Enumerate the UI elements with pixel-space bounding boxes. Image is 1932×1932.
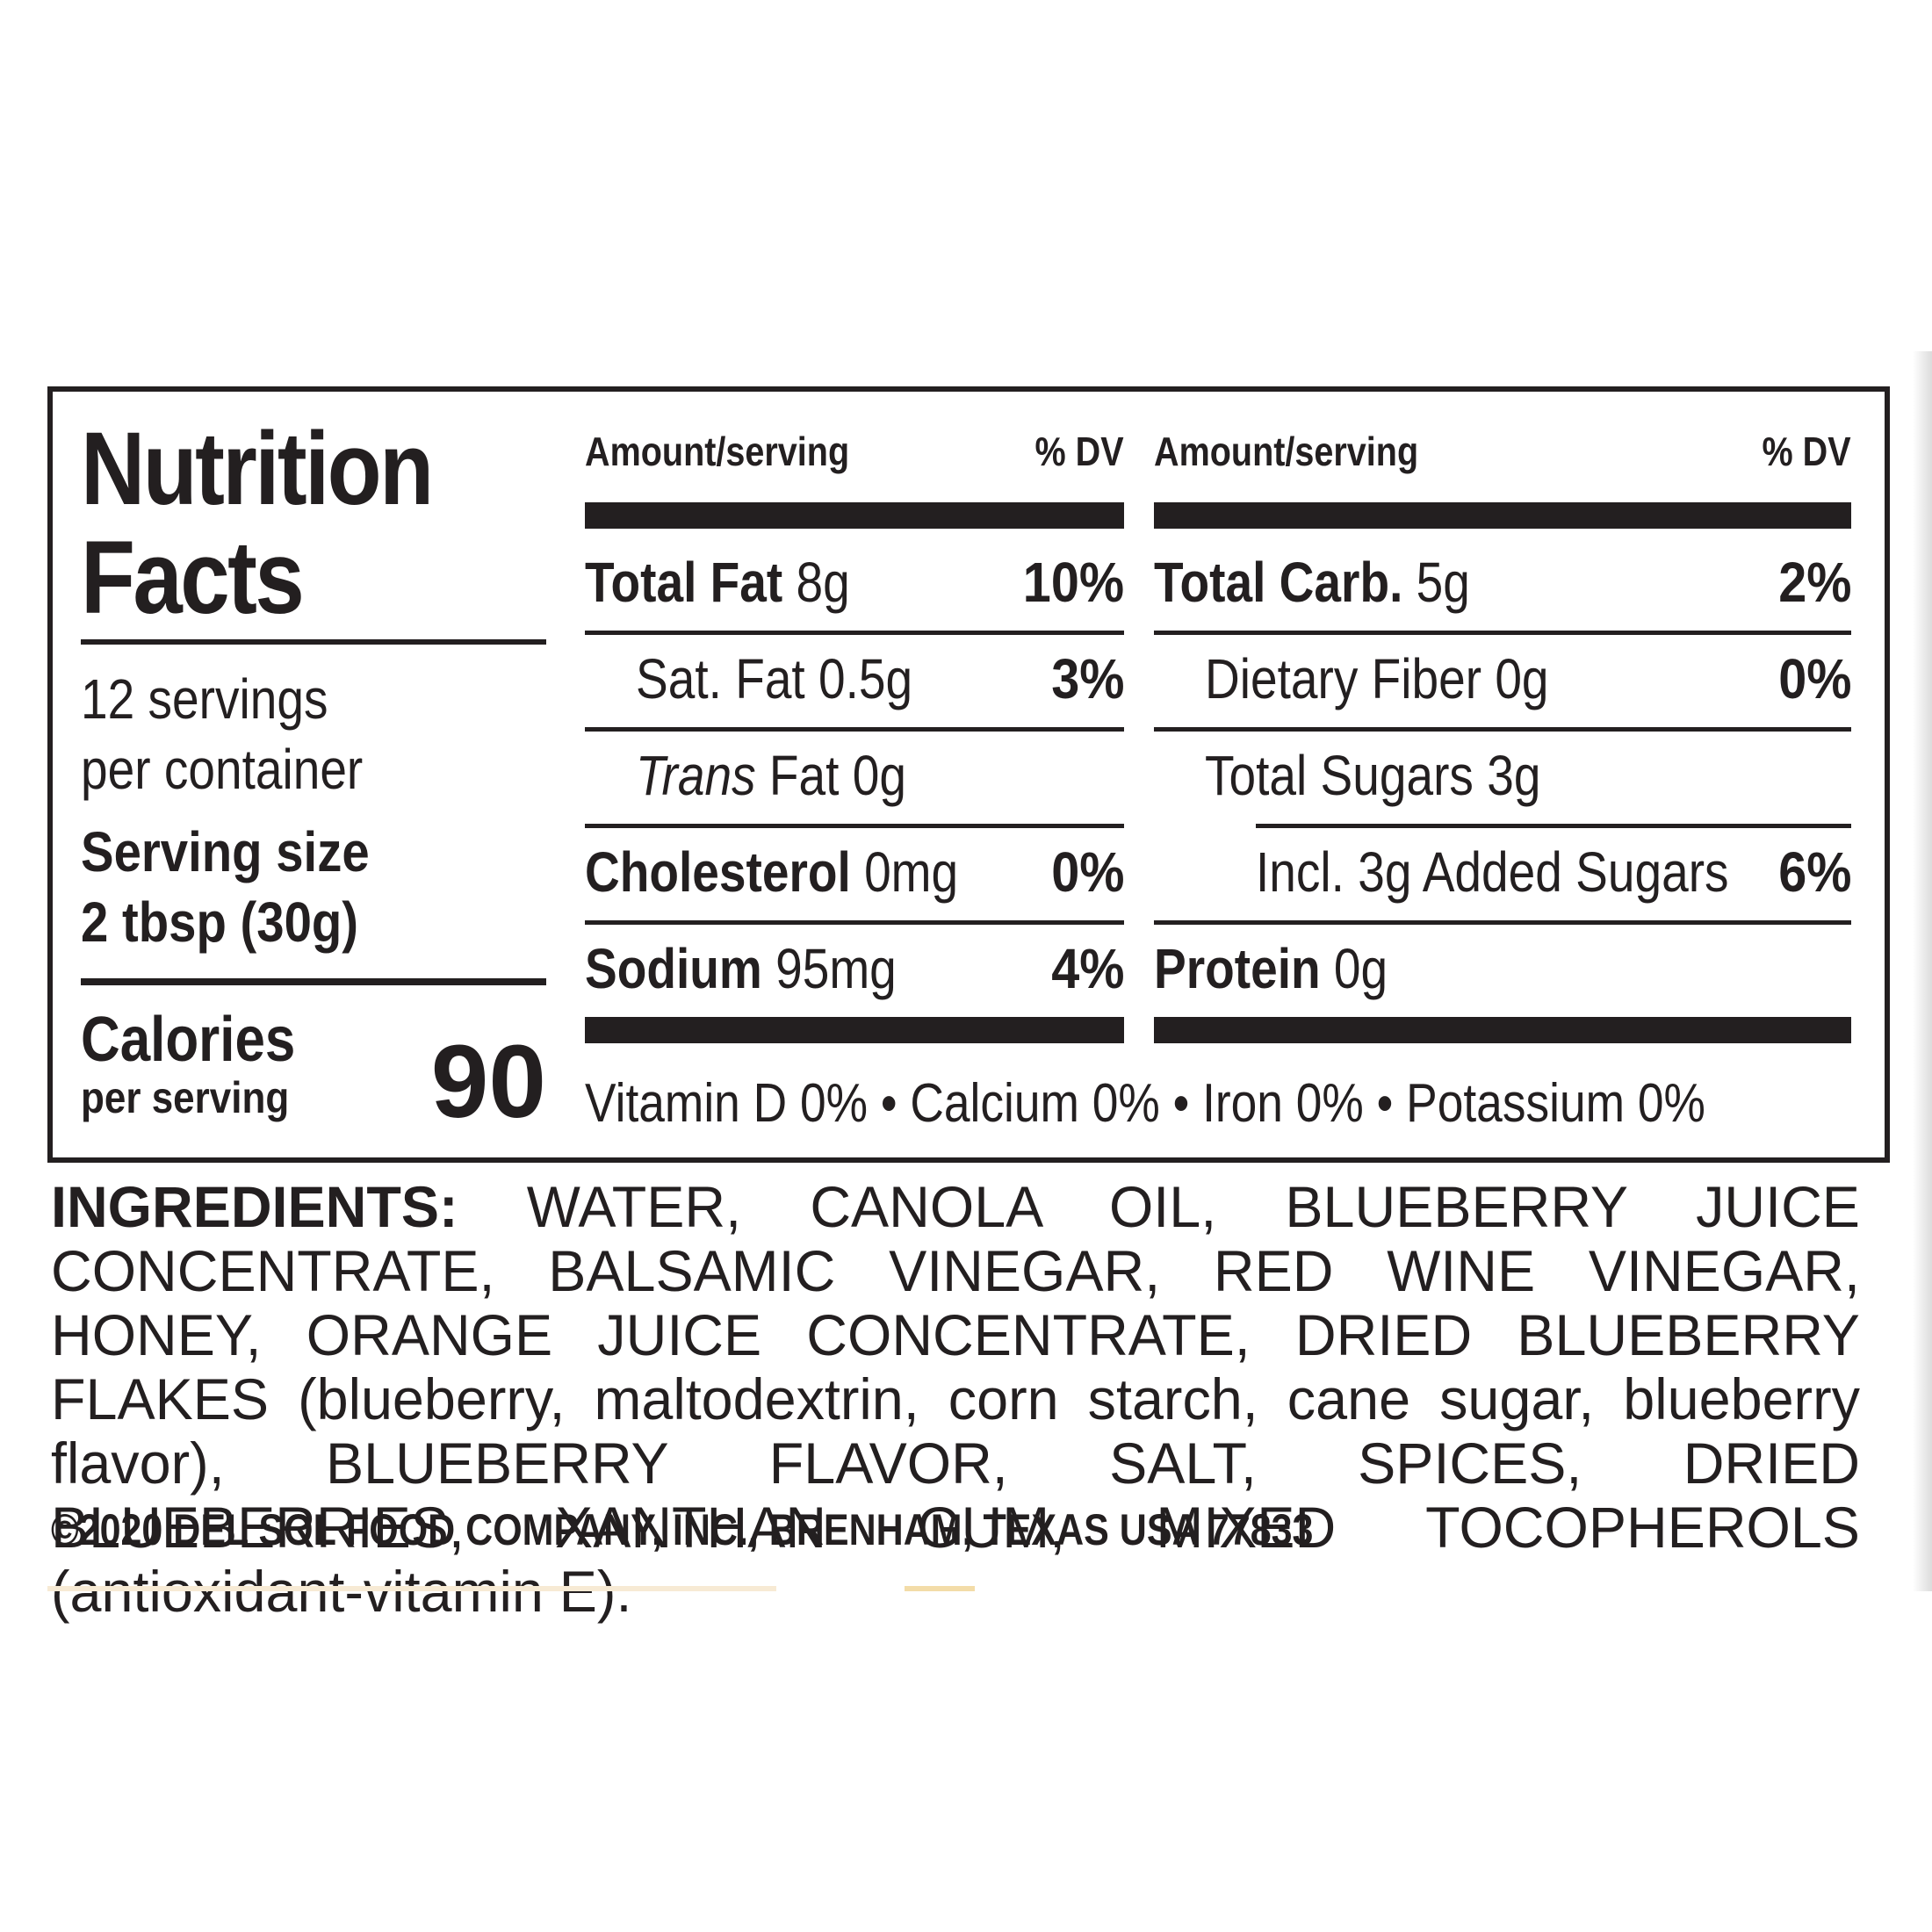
nutrient-row-trans-fat: Trans Fat 0g (585, 743, 1124, 808)
row-divider-indented (1256, 824, 1851, 828)
thick-rule-top (585, 502, 1124, 529)
copyright-line: ©2020 DEL SOL FOOD COMPANY, INC., BRENHA… (51, 1505, 1314, 1554)
amount-header: Amount/serving (585, 429, 850, 474)
nutrition-title: Nutrition Facts (81, 411, 434, 636)
nutrient-name: Total Sugars (1205, 744, 1474, 807)
nutrient-row-cholesterol: Cholesterol 0mg 0% (585, 840, 1124, 905)
nutrient-row-dietary-fiber: Dietary Fiber 0g 0% (1154, 646, 1851, 711)
thick-rule-bottom (1154, 1017, 1851, 1043)
nutrient-amount: 8g (796, 551, 850, 614)
nutrient-row-total-fat: Total Fat 8g 10% (585, 550, 1124, 615)
nutrient-name: Protein (1154, 937, 1321, 1000)
nutrient-name: Total Carb. (1154, 551, 1403, 614)
row-divider (1154, 631, 1851, 635)
nutrient-dv: 6% (1777, 840, 1851, 904)
package-edge-tint (47, 1586, 776, 1591)
nutrient-dv: 4% (1050, 937, 1124, 1000)
ingredients-text: WATER, CANOLA OIL, BLUEBERRY JUICE CONCE… (51, 1174, 1860, 1624)
title-line-2: Facts (81, 520, 305, 636)
row-divider (585, 631, 1124, 635)
nutrient-row-protein: Protein 0g (1154, 936, 1851, 1001)
title-divider (81, 639, 546, 645)
servings-line-1: 12 servings (81, 667, 328, 731)
nutrient-dv: 0% (1050, 840, 1124, 904)
row-divider (585, 824, 1124, 828)
row-divider (1154, 920, 1851, 925)
nutrient-name: Cholesterol (585, 840, 851, 904)
nutrient-amount: 0g (1495, 647, 1549, 710)
nutrient-amount: 0g (1333, 937, 1388, 1000)
servings-per-container: 12 servings per container (81, 664, 363, 804)
calories-label: Calories (81, 1005, 296, 1075)
nutrient-row-added-sugars: Incl. 3g Added Sugars 6% (1154, 840, 1851, 905)
nutrition-facts-panel: Nutrition Facts 12 servings per containe… (47, 386, 1890, 1163)
nutrient-row-sat-fat: Sat. Fat 0.5g 3% (585, 646, 1124, 711)
nutrient-name: Sat. Fat (636, 647, 805, 710)
dv-header: % DV (1762, 429, 1851, 474)
nutrient-amount: 95mg (775, 937, 897, 1000)
nutrient-amount: 3g (1487, 744, 1541, 807)
nutrient-row-total-carb: Total Carb. 5g 2% (1154, 550, 1851, 615)
serving-size: Serving size 2 tbsp (30g) (81, 817, 370, 957)
servings-line-2: per container (81, 738, 364, 801)
serving-size-value: 2 tbsp (30g) (81, 890, 359, 954)
title-line-1: Nutrition (81, 411, 434, 527)
nutrient-name: Dietary Fiber (1205, 647, 1482, 710)
thick-rule-bottom (585, 1017, 1124, 1043)
nutrient-amount: 5g (1416, 551, 1470, 614)
nutrient-amount: 0.5g (818, 647, 913, 710)
nutrient-amount: Fat 0g (768, 744, 906, 807)
row-divider (1154, 727, 1851, 732)
nutrient-dv: 0% (1777, 647, 1851, 710)
nutrient-amount: 0mg (864, 840, 959, 904)
nutrient-name: Sodium (585, 937, 762, 1000)
serving-size-label: Serving size (81, 820, 370, 883)
nutrient-row-sodium: Sodium 95mg 4% (585, 936, 1124, 1001)
calories-value: 90 (430, 1024, 546, 1140)
row-divider (585, 727, 1124, 732)
nutrient-row-total-sugars: Total Sugars 3g (1154, 743, 1851, 808)
nutrient-name: Trans (636, 744, 756, 807)
nutrient-name: Incl. 3g Added Sugars (1256, 840, 1729, 904)
ingredients-label: INGREDIENTS: (51, 1174, 458, 1239)
vitamins-minerals: Vitamin D 0% • Calcium 0% • Iron 0% • Po… (585, 1073, 1705, 1134)
serving-divider (81, 978, 546, 985)
dv-header: % DV (1034, 429, 1124, 474)
amount-header: Amount/serving (1154, 429, 1419, 474)
calories-sub-label: per serving (81, 1073, 290, 1122)
ingredients-statement: INGREDIENTS: WATER, CANOLA OIL, BLUEBERR… (51, 1175, 1860, 1624)
nutrient-dv: 2% (1777, 551, 1851, 614)
package-edge-tint (905, 1586, 975, 1591)
nutrient-dv: 3% (1050, 647, 1124, 710)
nutrient-dv: 10% (1022, 551, 1124, 614)
nutrient-name: Total Fat (585, 551, 783, 614)
thick-rule-top (1154, 502, 1851, 529)
row-divider (585, 920, 1124, 925)
page-edge-shadow (1913, 351, 1932, 1591)
